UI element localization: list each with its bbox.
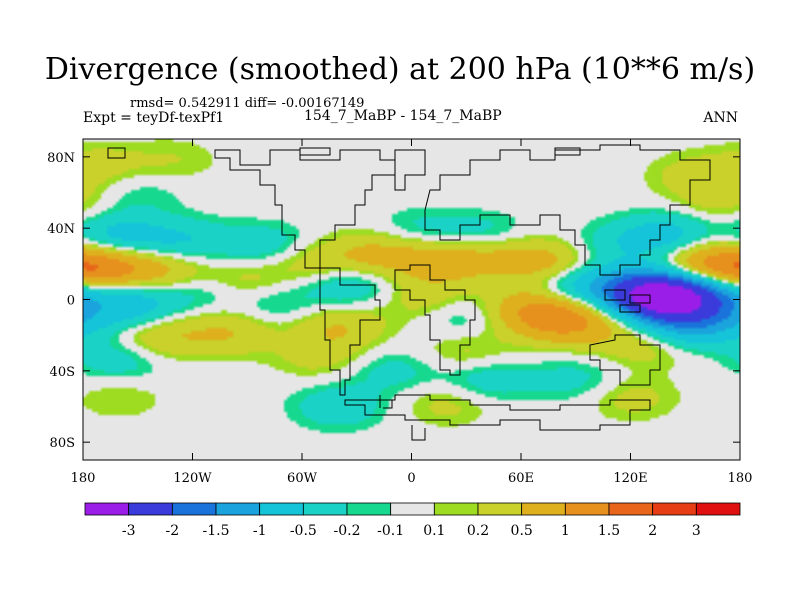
- colorbar-label: -0.2: [334, 523, 361, 539]
- rmsd-diff-text: rmsd= 0.542911 diff= -0.00167149: [130, 96, 365, 111]
- colorbar-swatch: [608, 502, 654, 516]
- y-tick-label: 0: [67, 294, 75, 309]
- colorbar-swatch: [215, 502, 261, 516]
- coastline-eurasia: [424, 144, 711, 276]
- case-label: 154_7_MaBP - 154_7_MaBP: [304, 108, 502, 124]
- colorbar-label: -1.5: [203, 523, 230, 539]
- x-tick-label: 120W: [173, 471, 212, 486]
- y-axis: 80N 40N 0 40S 80S: [47, 151, 740, 451]
- coastline-antarctica: [344, 394, 651, 431]
- coastline-outline: [107, 144, 711, 441]
- colorbar: -3 -2 -1.5 -1 -0.5 -0.2 -0.1 0.1 0.2 0.5 1 1.5 2 3: [84, 502, 741, 539]
- x-axis: 180 120W 60W 0 60E 120E 180: [71, 139, 753, 486]
- colorbar-swatch: [259, 502, 304, 516]
- colorbar-swatch: [433, 502, 479, 516]
- x-tick-label: 180: [728, 471, 753, 486]
- colorbar-swatch: [302, 502, 348, 516]
- coastline-arctic-islands: [107, 147, 581, 159]
- x-tick-label: 120E: [613, 471, 647, 486]
- colorbar-label: 0.5: [511, 523, 533, 539]
- map-field-layer: [83, 139, 740, 460]
- y-tick-label: 80S: [50, 436, 75, 451]
- coastline-antarctic-peninsula: [379, 395, 426, 441]
- colorbar-swatch: [477, 502, 523, 516]
- colorbar-swatch: [390, 502, 435, 516]
- colorbar-swatch: [84, 502, 130, 516]
- y-tick-label: 40S: [50, 365, 75, 380]
- colorbar-label: -2: [166, 523, 180, 539]
- colorbar-swatch: [695, 502, 741, 516]
- coastline-south-america: [319, 267, 381, 396]
- colorbar-label: 0.1: [423, 523, 445, 539]
- colorbar-label: -1: [253, 523, 267, 539]
- colorbar-label: -0.5: [290, 523, 317, 539]
- colorbar-label: 3: [692, 523, 701, 539]
- colorbar-swatch: [564, 502, 610, 516]
- colorbar-swatch: [346, 502, 392, 516]
- coastline-maritime-continent: [604, 289, 651, 313]
- colorbar-label: -3: [122, 523, 136, 539]
- colorbar-label: -0.1: [377, 523, 404, 539]
- colorbar-swatch: [521, 502, 566, 516]
- y-tick-label: 80N: [47, 151, 75, 166]
- experiment-label: Expt = teyDf-texPf1: [83, 110, 225, 126]
- season-label: ANN: [703, 110, 738, 126]
- coastline-australia: [589, 334, 661, 386]
- colorbar-label: 1: [561, 523, 570, 539]
- colorbar-swatch: [128, 502, 173, 516]
- colorbar-label: 2: [648, 523, 657, 539]
- x-tick-label: 180: [71, 471, 96, 486]
- colorbar-swatch: [171, 502, 217, 516]
- x-tick-label: 60W: [287, 471, 318, 486]
- colorbar-swatch: [652, 502, 697, 516]
- colorbar-label: 1.5: [598, 523, 620, 539]
- colorbar-label: 0.2: [467, 523, 489, 539]
- coastline-greenland: [394, 149, 426, 191]
- x-tick-label: 0: [407, 471, 415, 486]
- x-tick-label: 60E: [508, 471, 534, 486]
- y-tick-label: 40N: [47, 222, 75, 237]
- coastline-africa: [394, 264, 476, 376]
- chart-title: Divergence (smoothed) at 200 hPa (10**6 …: [44, 52, 756, 87]
